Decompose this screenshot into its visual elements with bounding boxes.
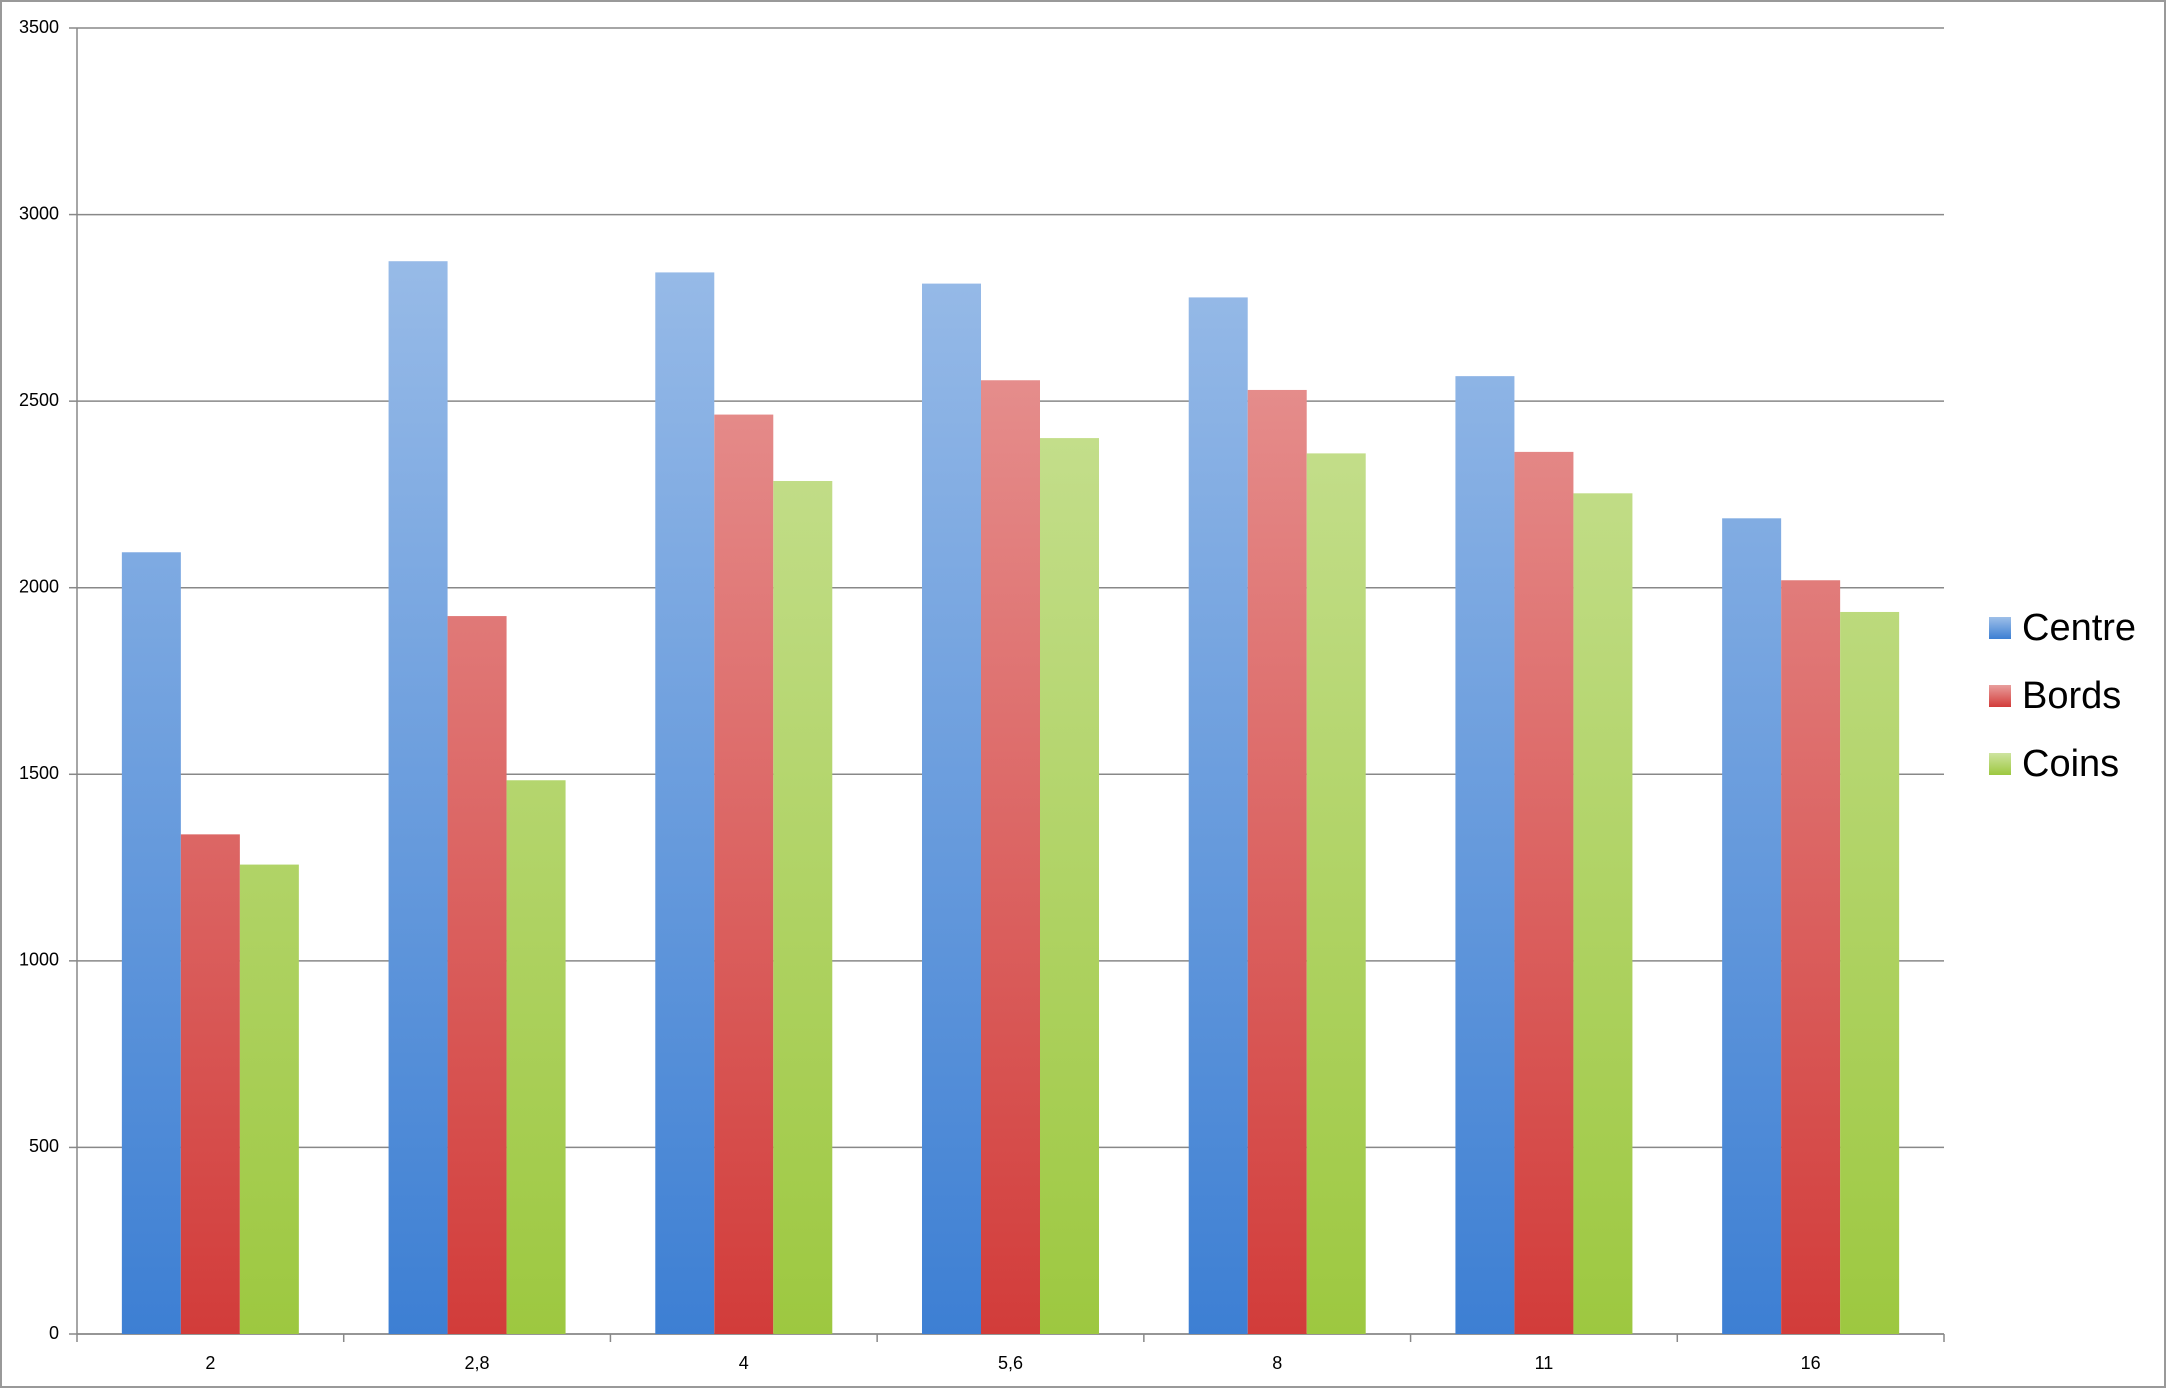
x-tick-label: 4 — [739, 1353, 749, 1373]
bar — [1514, 451, 1574, 1335]
bar — [1573, 493, 1633, 1334]
bar — [981, 380, 1040, 1335]
bar — [121, 552, 181, 1334]
bar — [1188, 297, 1248, 1334]
y-tick-label: 3500 — [19, 17, 59, 37]
bar — [388, 261, 448, 1334]
bar — [1247, 389, 1307, 1334]
bar — [773, 480, 833, 1334]
bar — [180, 834, 240, 1334]
bar — [922, 283, 981, 1335]
x-tick-label: 11 — [1535, 1353, 1554, 1373]
bar — [506, 780, 566, 1334]
bar — [1040, 438, 1099, 1335]
bar — [1455, 376, 1515, 1334]
y-tick-label: 1500 — [19, 763, 59, 783]
bar — [1781, 580, 1841, 1334]
bar — [1722, 518, 1782, 1334]
x-tick-label: 5,6 — [998, 1353, 1023, 1373]
y-tick-label: 2500 — [19, 390, 59, 410]
y-tick-label: 2000 — [19, 576, 59, 596]
legend-swatch — [1989, 685, 2011, 707]
legend-swatch — [1989, 617, 2011, 639]
legend-label: Centre — [2022, 607, 2136, 649]
legend-swatch — [1989, 753, 2011, 775]
bar — [447, 616, 507, 1334]
bar — [1306, 453, 1366, 1335]
y-tick-label: 3000 — [19, 203, 59, 223]
bar — [655, 272, 715, 1334]
legend-label: Coins — [2022, 743, 2119, 785]
y-tick-label: 500 — [29, 1136, 59, 1156]
x-tick-label: 2,8 — [465, 1353, 490, 1373]
x-tick-label: 2 — [205, 1353, 215, 1373]
x-tick-label: 8 — [1272, 1353, 1282, 1373]
y-tick-label: 0 — [49, 1323, 59, 1343]
bar — [239, 864, 299, 1334]
bar — [1840, 611, 1900, 1334]
x-tick-label: 16 — [1801, 1353, 1821, 1373]
bar — [714, 414, 774, 1334]
legend-label: Bords — [2022, 675, 2121, 717]
y-tick-label: 1000 — [19, 950, 59, 970]
